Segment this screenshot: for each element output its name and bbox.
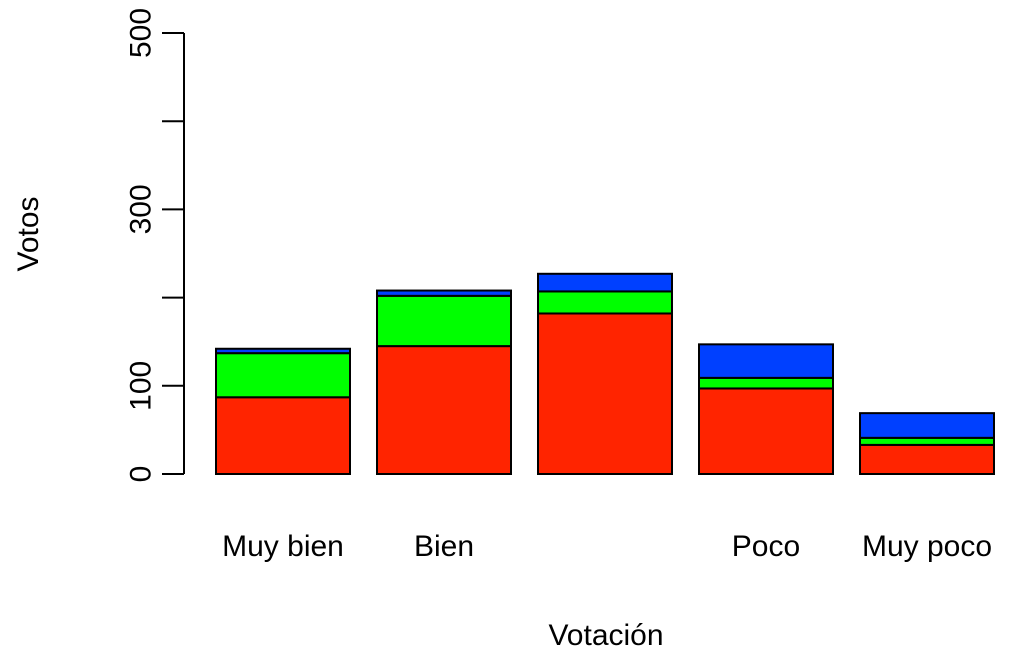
y-tick-label: 300 — [125, 184, 158, 234]
x-tick-label: Poco — [732, 530, 800, 563]
bar-segment — [376, 289, 512, 297]
bar-segment — [698, 343, 834, 379]
bar-segment — [537, 312, 673, 476]
bar-segment — [859, 412, 995, 439]
bar-stack — [376, 289, 512, 475]
x-tick-label: Bien — [414, 530, 474, 563]
y-tick-label: 500 — [125, 8, 158, 58]
bar-segment — [215, 352, 351, 399]
bars — [215, 272, 995, 476]
bar-segment — [859, 436, 995, 446]
bar-segment — [698, 387, 834, 476]
bar-segment — [859, 443, 995, 476]
bar-segment — [376, 345, 512, 475]
bar-segment — [376, 294, 512, 348]
bar-segment — [215, 396, 351, 475]
bar-stack — [859, 412, 995, 476]
x-axis-title: Votación — [548, 619, 663, 652]
bar-stack — [537, 272, 673, 476]
x-tick-label: Muy poco — [862, 530, 992, 563]
bar-segment — [537, 272, 673, 293]
x-tick-labels: Muy bien Bien Poco Muy poco — [222, 530, 992, 563]
bar-segment — [698, 376, 834, 390]
x-tick-label: Muy bien — [222, 530, 344, 563]
bar-segment — [215, 347, 351, 355]
bar-segment — [537, 290, 673, 315]
y-axis-title: Votos — [12, 196, 45, 271]
y-ticks: 0 100 300 500 — [125, 8, 184, 483]
y-tick-label: 0 — [125, 466, 158, 483]
bar-stack — [215, 347, 351, 475]
y-tick-label: 100 — [125, 361, 158, 411]
bar-stack — [698, 343, 834, 476]
